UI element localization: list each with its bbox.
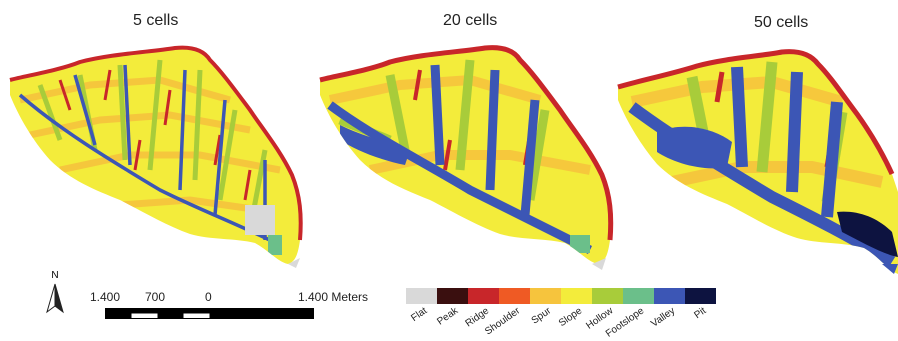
legend-swatch-pit [685,288,716,304]
landform-map-20-cells [319,45,614,270]
legend-swatch-ridge [468,288,499,304]
scale-bar [105,308,314,319]
legend-swatch-spur [530,288,561,304]
legend-label-flat: Flat [409,305,429,324]
north-arrow-icon: N [46,270,64,314]
legend-swatch-peak [437,288,468,304]
panel-title-20-cells: 20 cells [443,12,498,29]
scale-label-1400-left: 1.400 [90,290,121,304]
legend-swatch-footslope [623,288,654,304]
panel-title-50-cells: 50 cells [754,14,809,31]
scale-label-meters: 1.400 Meters [298,290,369,304]
legend-label-slope: Slope [557,305,585,329]
north-arrow-label: N [51,270,58,281]
legend-swatch-flat [406,288,437,304]
scale-label-700: 700 [145,290,166,304]
legend-swatch-hollow [592,288,623,304]
legend-label-valley: Valley [649,305,677,329]
panel-title-5-cells: 5 cells [133,12,179,29]
legend-label-shoulder: Shoulder [483,305,523,337]
scale-label-0: 0 [205,290,212,304]
landform-map-50-cells [617,49,898,274]
legend-label-peak: Peak [435,305,461,328]
legend-label-spur: Spur [530,305,554,327]
landform-map-5-cells [9,45,303,268]
legend-swatch-valley [654,288,685,304]
legend-swatch-slope [561,288,592,304]
legend-label-pit: Pit [692,305,708,321]
legend-swatch-shoulder [499,288,530,304]
